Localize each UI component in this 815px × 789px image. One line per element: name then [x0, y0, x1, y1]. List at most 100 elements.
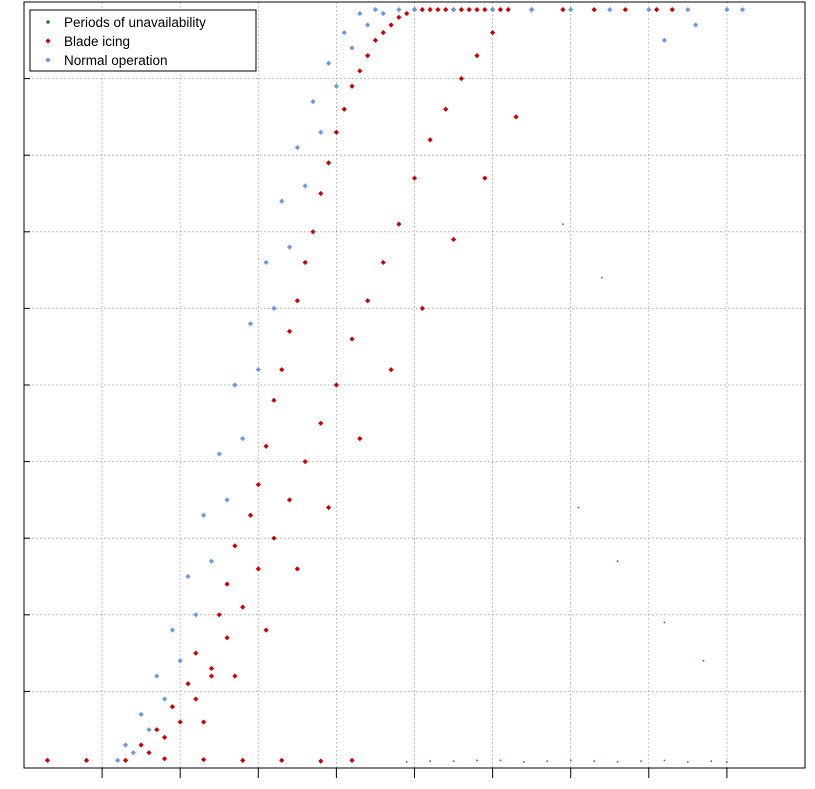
data-point [161, 756, 168, 762]
data-point [224, 497, 230, 503]
data-point [286, 497, 293, 503]
data-point [310, 229, 316, 235]
axis-ticks [24, 78, 728, 778]
data-point [661, 37, 668, 43]
data-point [263, 259, 269, 266]
legend-entry: Blade icing [45, 34, 130, 49]
data-point [193, 650, 199, 656]
data-point [130, 750, 136, 756]
data-point [44, 757, 51, 763]
data-point [396, 14, 402, 20]
data-point [458, 76, 464, 82]
data-point [476, 759, 478, 762]
data-point [341, 30, 347, 36]
data-point [499, 759, 502, 762]
data-point [161, 696, 168, 702]
data-point [302, 183, 308, 189]
data-point [686, 760, 689, 763]
data-point [83, 757, 90, 763]
data-point [271, 397, 277, 403]
data-point [318, 420, 324, 426]
data-point [497, 7, 504, 13]
data-point [443, 7, 449, 13]
data-point [490, 30, 496, 36]
data-point [396, 221, 402, 227]
data-point [154, 673, 160, 679]
data-point [161, 734, 168, 740]
data-point [569, 759, 572, 762]
data-point [450, 7, 457, 13]
data-point [568, 7, 574, 13]
data-point [201, 719, 207, 725]
data-point [560, 7, 566, 13]
data-point [380, 259, 386, 266]
data-point [522, 760, 525, 763]
data-point [490, 7, 496, 13]
data-point [302, 459, 308, 465]
data-point [216, 451, 222, 457]
data-point [561, 223, 564, 226]
data-point [702, 659, 705, 662]
data-point [169, 627, 175, 633]
data-point [435, 7, 441, 13]
data-point [349, 336, 355, 342]
data-point [380, 30, 386, 36]
data-point [201, 512, 207, 518]
data-point [616, 560, 619, 563]
data-point [279, 757, 285, 763]
data-point [263, 627, 269, 633]
data-point [146, 727, 152, 733]
data-point [663, 759, 666, 762]
data-point [616, 760, 619, 763]
data-point [208, 558, 215, 564]
data-point [427, 7, 433, 13]
data-point [693, 22, 699, 28]
data-point [529, 7, 535, 13]
data-point [193, 696, 199, 702]
data-point [577, 506, 580, 509]
data-point [452, 760, 455, 763]
data-point [271, 535, 277, 541]
data-point [255, 481, 261, 488]
data-point [405, 760, 408, 763]
data-point [411, 7, 418, 13]
data-point [294, 566, 300, 572]
data-point [232, 673, 238, 679]
data-point [427, 137, 433, 143]
data-point [622, 7, 628, 13]
data-point [325, 160, 332, 166]
data-point [302, 259, 308, 266]
legend: Periods of unavailability Blade icing Norm… [29, 9, 257, 72]
data-point [138, 711, 144, 717]
data-point [443, 106, 449, 112]
data-point [201, 756, 207, 763]
legend-entry: Normal operation [45, 53, 168, 68]
data-point [247, 321, 254, 327]
data-point [388, 367, 394, 373]
data-point [593, 760, 596, 763]
data-point [669, 7, 675, 13]
data-point [482, 175, 488, 181]
data-point [185, 681, 191, 687]
data-point [224, 635, 230, 641]
data-point [419, 7, 425, 13]
data-point [263, 443, 269, 449]
data-point [372, 7, 379, 13]
data-point [365, 298, 371, 304]
legend-label: Periods of unavailability [64, 15, 206, 30]
data-point [138, 742, 144, 748]
data-point [208, 665, 215, 672]
data-point [411, 175, 418, 181]
legend-label: Normal operation [64, 53, 168, 68]
data-point [325, 504, 332, 511]
data-point [310, 98, 316, 105]
data-point [450, 236, 457, 243]
data-point [216, 612, 222, 618]
data-point [388, 22, 394, 28]
data-point [115, 757, 121, 763]
data-point [685, 7, 691, 13]
legend-marker [45, 38, 51, 44]
data-point [546, 760, 549, 763]
data-point [458, 7, 464, 13]
